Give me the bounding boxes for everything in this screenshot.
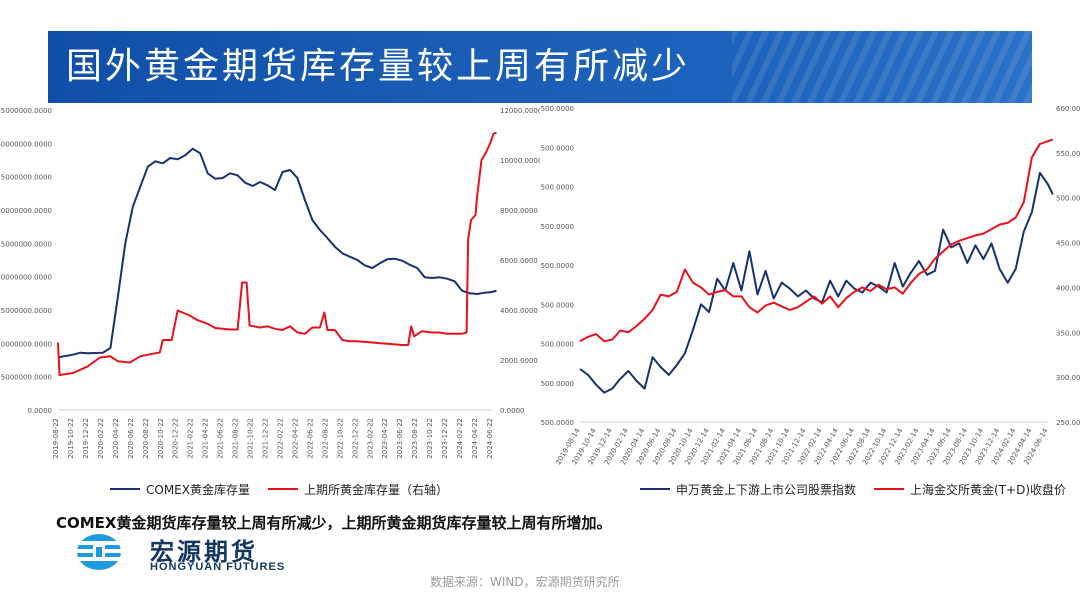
inventory-legend-item: 上期所黄金库存量（右轴） bbox=[267, 481, 448, 498]
inventory-y-right-tick: 6000.0000 bbox=[500, 257, 538, 265]
stockgold-y-right-tick: 250.0000 bbox=[1056, 419, 1080, 427]
inventory-y-right-tick: 12000.0000 bbox=[500, 107, 540, 115]
stockgold-y-left-tick: 12500.0000 bbox=[540, 262, 574, 270]
stockgold-y-right-tick: 450.0000 bbox=[1056, 240, 1080, 248]
inventory-x-tick: 2022-04-22 bbox=[291, 418, 299, 459]
inventory-x-tick: 2020-04-22 bbox=[112, 418, 120, 459]
stockgold-y-left-tick: 18500.0000 bbox=[540, 144, 574, 152]
logo-text-cn: 宏源期货 bbox=[150, 538, 258, 566]
inventory-y-left-tick: 40000000.0000 bbox=[0, 140, 52, 148]
inventory-x-tick: 2021-08-22 bbox=[232, 418, 240, 459]
inventory-y-left-tick: 20000000.0000 bbox=[0, 274, 52, 282]
inventory-x-tick: 2019-12-22 bbox=[82, 418, 90, 459]
chart-stock-gold-legend: 申万黄金上下游上市公司股票指数 上海金交所黄金(T+D)收盘价 bbox=[640, 479, 1080, 498]
chart-stock-gold: 4500.0000 6500.0000 8500.0000 10500.0000 125… bbox=[540, 100, 1080, 504]
stockgold-y-right-tick: 500.0000 bbox=[1056, 195, 1080, 203]
inventory-y-left-tick: 15000000.0000 bbox=[0, 307, 52, 315]
inventory-legend-label: COMEX黄金库存量 bbox=[146, 482, 250, 497]
inventory-x-tick: 2023-12-22 bbox=[441, 418, 449, 459]
inventory-x-tick: 2024-06-22 bbox=[486, 418, 494, 459]
inventory-x-tick: 2021-10-22 bbox=[247, 418, 255, 459]
stockgold-y-right-tick: 300.0000 bbox=[1056, 374, 1080, 382]
inventory-y-right-tick: 4000.0000 bbox=[500, 307, 538, 315]
chart-stock-gold-svg: 4500.0000 6500.0000 8500.0000 10500.0000 125… bbox=[540, 105, 1080, 466]
inventory-y-left-tick: 25000000.0000 bbox=[0, 240, 52, 248]
inventory-legend-swatch bbox=[267, 488, 298, 490]
data-source: 数据来源：WIND，宏源期货研究所 bbox=[430, 575, 620, 589]
inventory-x-tick: 2020-06-22 bbox=[127, 418, 135, 459]
inventory-x-tick: 2022-02-22 bbox=[276, 418, 284, 459]
inventory-x-tick: 2022-06-22 bbox=[306, 418, 314, 459]
inventory-x-tick: 2023-08-22 bbox=[411, 418, 419, 459]
stockgold-y-right-tick: 350.0000 bbox=[1056, 329, 1080, 337]
inventory-x-tick: 2023-06-22 bbox=[396, 418, 404, 459]
chart-inventory-svg: 0.0000 5000000.0000 10000000.0000 15000000.… bbox=[0, 107, 540, 459]
inventory-y-right-tick: 2000.0000 bbox=[500, 357, 538, 365]
inventory-y-left-tick: 0.0000 bbox=[28, 407, 53, 415]
stockgold-legend-item: 上海金交所黄金(T+D)收盘价 bbox=[874, 481, 1066, 498]
inventory-x-tick: 2019-08-22 bbox=[52, 418, 60, 459]
inventory-x-tick: 2021-04-22 bbox=[202, 418, 210, 459]
stockgold-y-left-tick: 8500.0000 bbox=[540, 341, 574, 349]
inventory-x-tick: 2024-04-22 bbox=[471, 418, 479, 459]
inventory-y-left-tick: 5000000.0000 bbox=[1, 374, 52, 382]
banner-decoration bbox=[732, 31, 1032, 103]
stockgold-legend-label: 上海金交所黄金(T+D)收盘价 bbox=[910, 482, 1067, 497]
logo-text-en: HONGYUAN FUTURES bbox=[150, 561, 286, 573]
logo-mark-icon bbox=[76, 534, 122, 570]
stockgold-y-left-tick: 4500.0000 bbox=[540, 419, 574, 427]
chart-inventory: 0.0000 5000000.0000 10000000.0000 15000000.… bbox=[0, 100, 540, 504]
stockgold-y-left-tick: 14500.0000 bbox=[540, 223, 574, 231]
inventory-x-tick: 2020-02-22 bbox=[97, 418, 105, 459]
inventory-x-tick: 2020-10-22 bbox=[157, 418, 165, 459]
inventory-y-left-tick: 30000000.0000 bbox=[0, 207, 52, 215]
stockgold-legend-swatch bbox=[874, 488, 905, 490]
inventory-y-right-tick: 8000.0000 bbox=[500, 207, 538, 215]
inventory-legend-label: 上期所黄金库存量（右轴） bbox=[303, 482, 448, 497]
inventory-x-tick: 2023-04-22 bbox=[381, 418, 389, 459]
inventory-legend-swatch bbox=[110, 488, 140, 490]
stockgold-y-right-tick: 550.0000 bbox=[1056, 150, 1080, 158]
page-title: 国外黄金期货库存量较上周有所减少 bbox=[66, 46, 691, 87]
summary-note: COMEX黄金期货库存量较上周有所减少，上期所黄金期货库存量较上周有所增加。 bbox=[56, 514, 612, 532]
inventory-x-tick: 2023-02-22 bbox=[366, 418, 374, 459]
inventory-y-left-tick: 10000000.0000 bbox=[0, 340, 52, 348]
stockgold-y-right-tick: 600.0000 bbox=[1056, 105, 1080, 113]
inventory-x-tick: 2021-06-22 bbox=[217, 418, 225, 459]
inventory-x-tick: 2022-10-22 bbox=[336, 418, 344, 459]
stockgold-y-left-tick: 20500.0000 bbox=[540, 105, 574, 113]
inventory-x-tick: 2022-12-22 bbox=[351, 418, 359, 459]
stockgold-y-left-tick: 16500.0000 bbox=[540, 184, 574, 192]
stockgold-series-1-line bbox=[579, 171, 1054, 394]
inventory-x-tick: 2022-08-22 bbox=[321, 418, 329, 459]
stockgold-legend-label: 申万黄金上下游上市公司股票指数 bbox=[676, 482, 857, 497]
inventory-x-tick: 2023-10-22 bbox=[426, 418, 434, 459]
inventory-x-tick: 2021-12-22 bbox=[262, 418, 270, 459]
stockgold-y-left-tick: 6500.0000 bbox=[540, 380, 574, 388]
stockgold-legend-item: 申万黄金上下游上市公司股票指数 bbox=[640, 481, 856, 498]
inventory-x-tick: 2020-08-22 bbox=[142, 418, 150, 459]
inventory-series-1-line bbox=[57, 147, 497, 359]
title-banner: 国外黄金期货库存量较上周有所减少 bbox=[48, 31, 1032, 103]
inventory-x-tick: 2020-12-22 bbox=[172, 418, 180, 459]
inventory-y-left-tick: 45000000.0000 bbox=[0, 107, 52, 115]
inventory-legend-item: COMEX黄金库存量 bbox=[110, 481, 250, 498]
chart-inventory-legend: COMEX黄金库存量 上期所黄金库存量（右轴） bbox=[110, 479, 466, 498]
stockgold-y-left-tick: 10500.0000 bbox=[540, 301, 574, 309]
inventory-x-tick: 2019-10-22 bbox=[67, 418, 75, 459]
inventory-x-tick: 2021-02-22 bbox=[187, 418, 195, 459]
inventory-y-left-tick: 35000000.0000 bbox=[0, 174, 52, 182]
stockgold-series-2-line bbox=[579, 138, 1054, 343]
stockgold-y-right-tick: 400.0000 bbox=[1056, 284, 1080, 292]
inventory-series-2-line bbox=[57, 131, 497, 376]
inventory-x-tick: 2024-02-22 bbox=[456, 418, 464, 459]
inventory-y-right-tick: 0.0000 bbox=[500, 407, 525, 415]
inventory-y-right-tick: 10000.0000 bbox=[500, 157, 540, 165]
stockgold-legend-swatch bbox=[640, 488, 670, 490]
company-logo: 宏源期货 HONGYUAN FUTURES bbox=[76, 530, 316, 578]
